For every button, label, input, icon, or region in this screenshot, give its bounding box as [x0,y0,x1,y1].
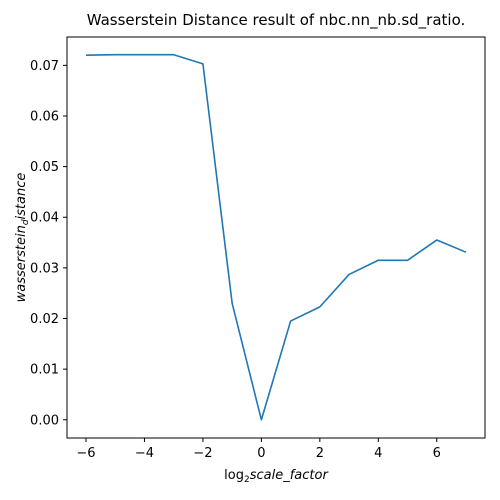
y-tick-label: 0.05 [30,160,59,175]
x-tick-label: 4 [374,446,382,461]
y-tick-label: 0.01 [30,363,59,378]
x-tick-label: 0 [257,446,265,461]
y-tick-label: 0.04 [30,211,59,226]
chart-title: Wasserstein Distance result of nbc.nn_nb… [87,11,466,30]
x-tick-label: −6 [76,446,95,461]
y-tick-label: 0.07 [30,59,59,74]
y-tick-label: 0.02 [30,312,59,327]
x-tick-label: −2 [193,446,212,461]
x-tick-label: 2 [316,446,324,461]
y-axis-label: wassersteindistance [14,173,31,303]
y-tick-label: 0.03 [30,261,59,276]
y-tick-label: 0.06 [30,109,59,124]
series-line [85,53,467,421]
axes-frame [66,36,486,439]
ticks-layer: −6 −4 −2 0 2 4 6 0.00 0.01 0.02 0.03 0.04 0.05 0.06 0.… [30,59,441,461]
y-tick-label: 0.00 [30,413,59,428]
x-tick-label: 6 [433,446,441,461]
x-tick-label: −4 [135,446,154,461]
x-axis-label: log2scale_factor [224,468,329,485]
plot-layer [85,53,467,421]
